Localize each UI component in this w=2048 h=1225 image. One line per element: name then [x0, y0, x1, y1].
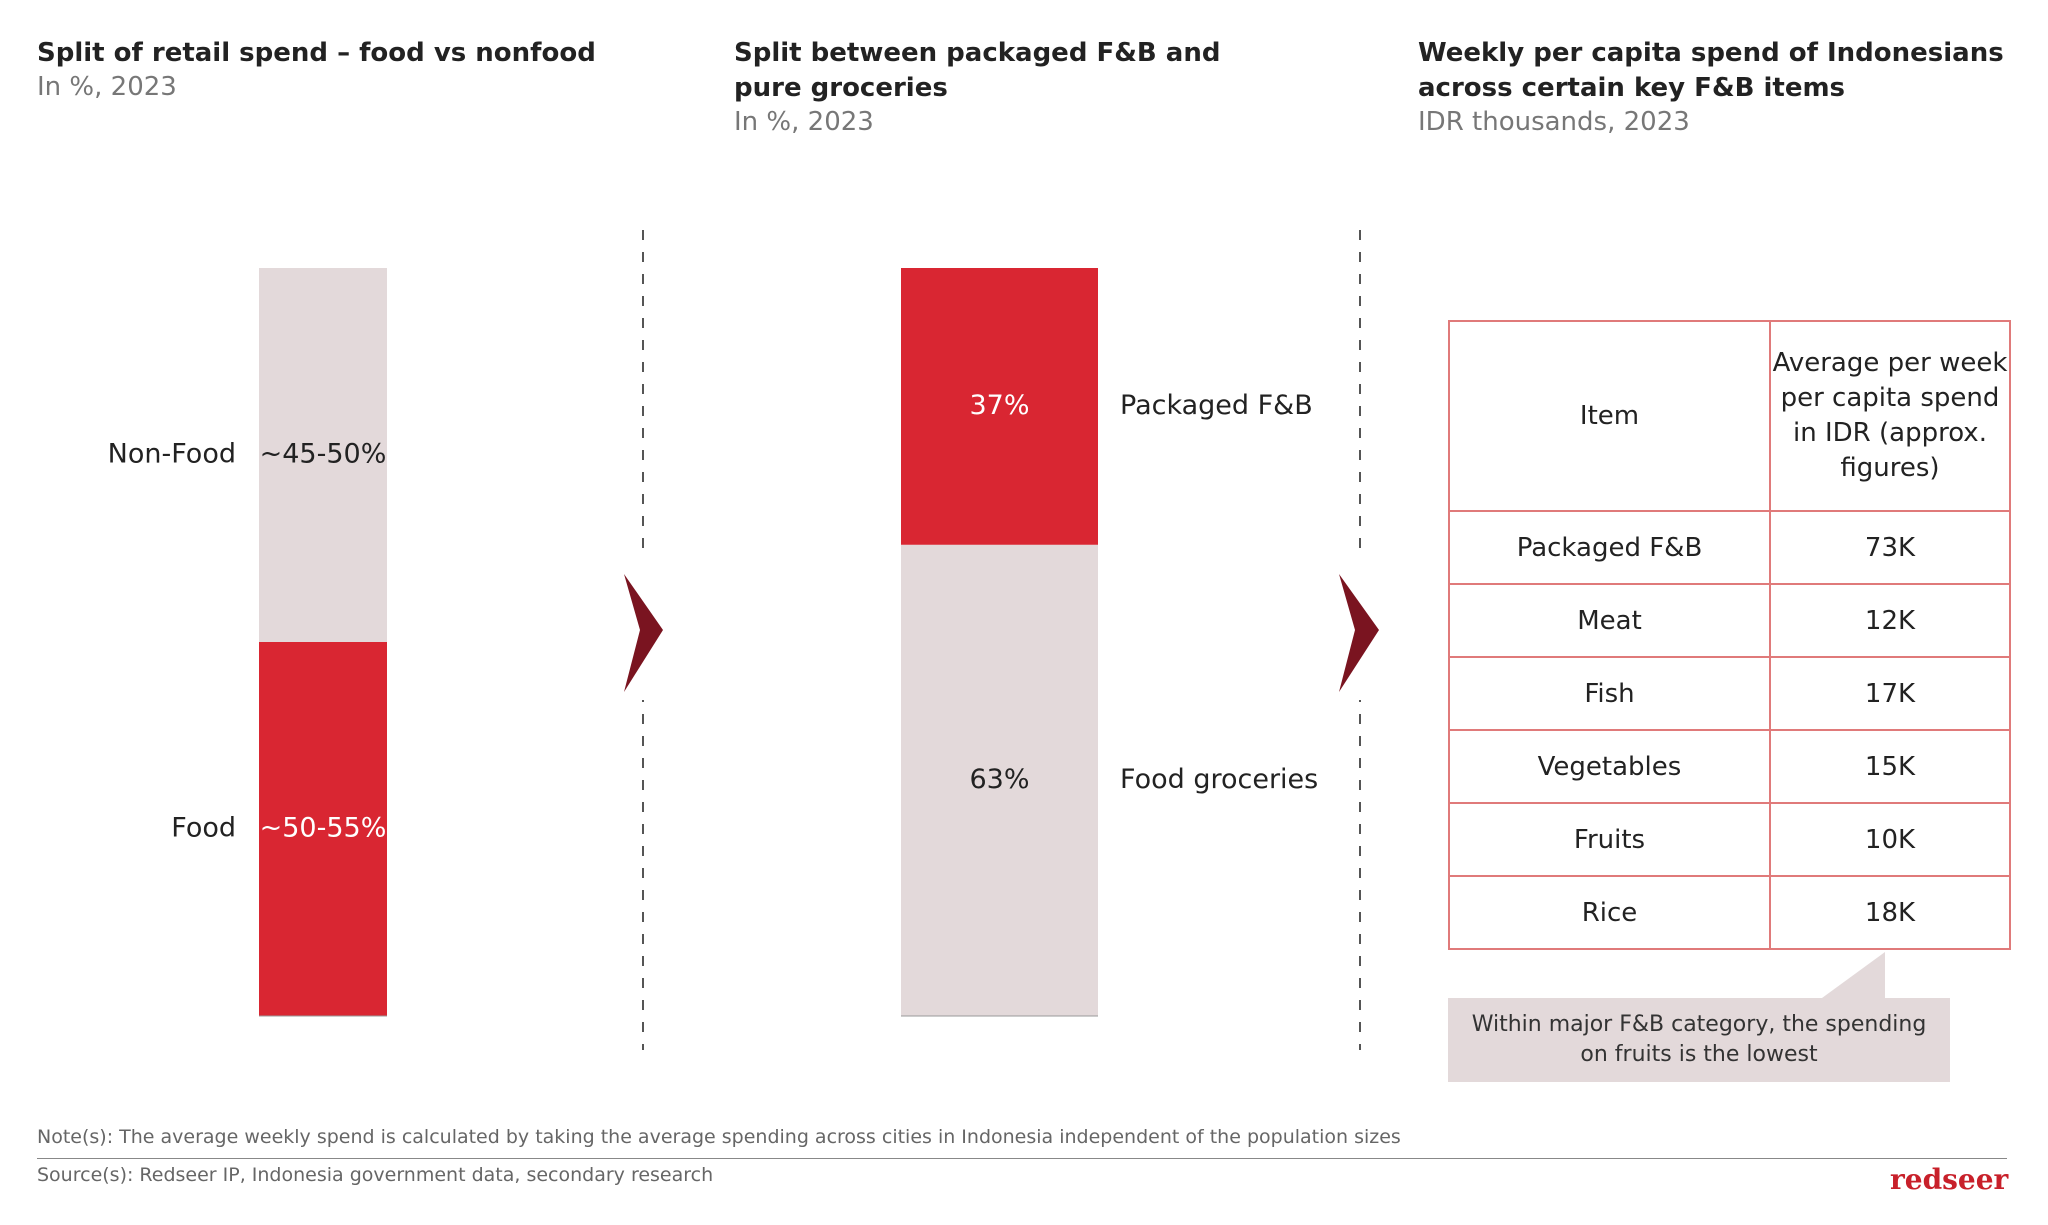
- logo: redseer: [1890, 1163, 2009, 1196]
- note: Note(s): The average weekly spend is cal…: [37, 1126, 1401, 1148]
- cell: Fish: [1448, 656, 1771, 731]
- callout: Within major F&B category, the spending …: [1448, 998, 1950, 1082]
- table-row: Fish 17K: [1448, 656, 2011, 731]
- cell: 17K: [1769, 656, 2011, 731]
- legend-label: Packaged F&B: [1120, 390, 1313, 421]
- header-cell: Average per week per capita spend in IDR…: [1769, 320, 2011, 512]
- callout-pointer: [1822, 952, 1885, 998]
- table-row: Vegetables 15K: [1448, 729, 2011, 804]
- table-row: Meat 12K: [1448, 583, 2011, 658]
- chart-subtitle: In %, 2023: [37, 72, 177, 102]
- source: Source(s): Redseer IP, Indonesia governm…: [37, 1164, 714, 1186]
- cell: Vegetables: [1448, 729, 1771, 804]
- value-label: 63%: [969, 764, 1029, 795]
- chevron: [1339, 574, 1379, 692]
- cell: 73K: [1769, 510, 2011, 585]
- value-label: ~45-50%: [260, 439, 387, 470]
- value-label: 37%: [969, 390, 1029, 421]
- table-title: Weekly per capita spend of Indonesians a…: [1418, 38, 2004, 103]
- table-header-row: Item Average per week per capita spend in…: [1448, 320, 2011, 512]
- cell: Meat: [1448, 583, 1771, 658]
- legend-label: Food: [171, 813, 236, 844]
- chart-title: Split between packaged F&B and pure groc…: [734, 38, 1221, 103]
- chart-subtitle: In %, 2023: [734, 107, 874, 137]
- cell: 15K: [1769, 729, 2011, 804]
- table-row: Fruits 10K: [1448, 802, 2011, 877]
- bar-segment: [901, 268, 1098, 545]
- legend-label: Food groceries: [1120, 764, 1318, 795]
- table-subtitle: IDR thousands, 2023: [1418, 107, 1690, 137]
- cell: 18K: [1769, 875, 2011, 950]
- bar-segment: [259, 642, 387, 1016]
- spend-table: Item Average per week per capita spend in…: [1448, 320, 2011, 950]
- cell: 12K: [1769, 583, 2011, 658]
- cell: Rice: [1448, 875, 1771, 950]
- cell: 10K: [1769, 802, 2011, 877]
- header-cell: Item: [1448, 320, 1771, 512]
- rule: [37, 1158, 2007, 1159]
- legend-label: Non-Food: [108, 439, 236, 470]
- cell: Fruits: [1448, 802, 1771, 877]
- chevron: [624, 574, 663, 692]
- table-row: Rice 18K: [1448, 875, 2011, 950]
- bar-segment: [901, 544, 1098, 1016]
- table-row: Packaged F&B 73K: [1448, 510, 2011, 585]
- bar-segment: [259, 268, 387, 642]
- cell: Packaged F&B: [1448, 510, 1771, 585]
- chart-title: Split of retail spend – food vs nonfood: [37, 38, 596, 68]
- value-label: ~50-55%: [260, 813, 387, 844]
